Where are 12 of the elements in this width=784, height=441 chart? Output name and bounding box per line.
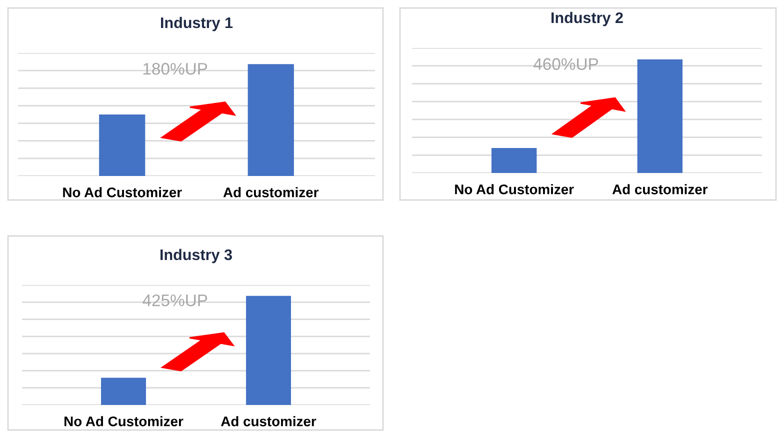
chart-title: Industry 1: [161, 16, 233, 32]
x-tick-label: No Ad Customizer: [455, 184, 574, 194]
annotation: 180%UP: [143, 62, 208, 75]
annotation: 460%UP: [533, 58, 598, 70]
x-tick-label: No Ad Customizer: [63, 187, 182, 198]
x-tick-label: No Ad Customizer: [64, 416, 184, 426]
annotation: 425%UP: [142, 294, 208, 306]
chart-title: Industry 3: [160, 248, 232, 264]
x-tick-label: Ad customizer: [221, 416, 316, 426]
x-tick-label: Ad customizer: [223, 187, 319, 198]
chart-title: Industry 2: [552, 12, 623, 26]
x-tick-label: Ad customizer: [612, 184, 708, 194]
